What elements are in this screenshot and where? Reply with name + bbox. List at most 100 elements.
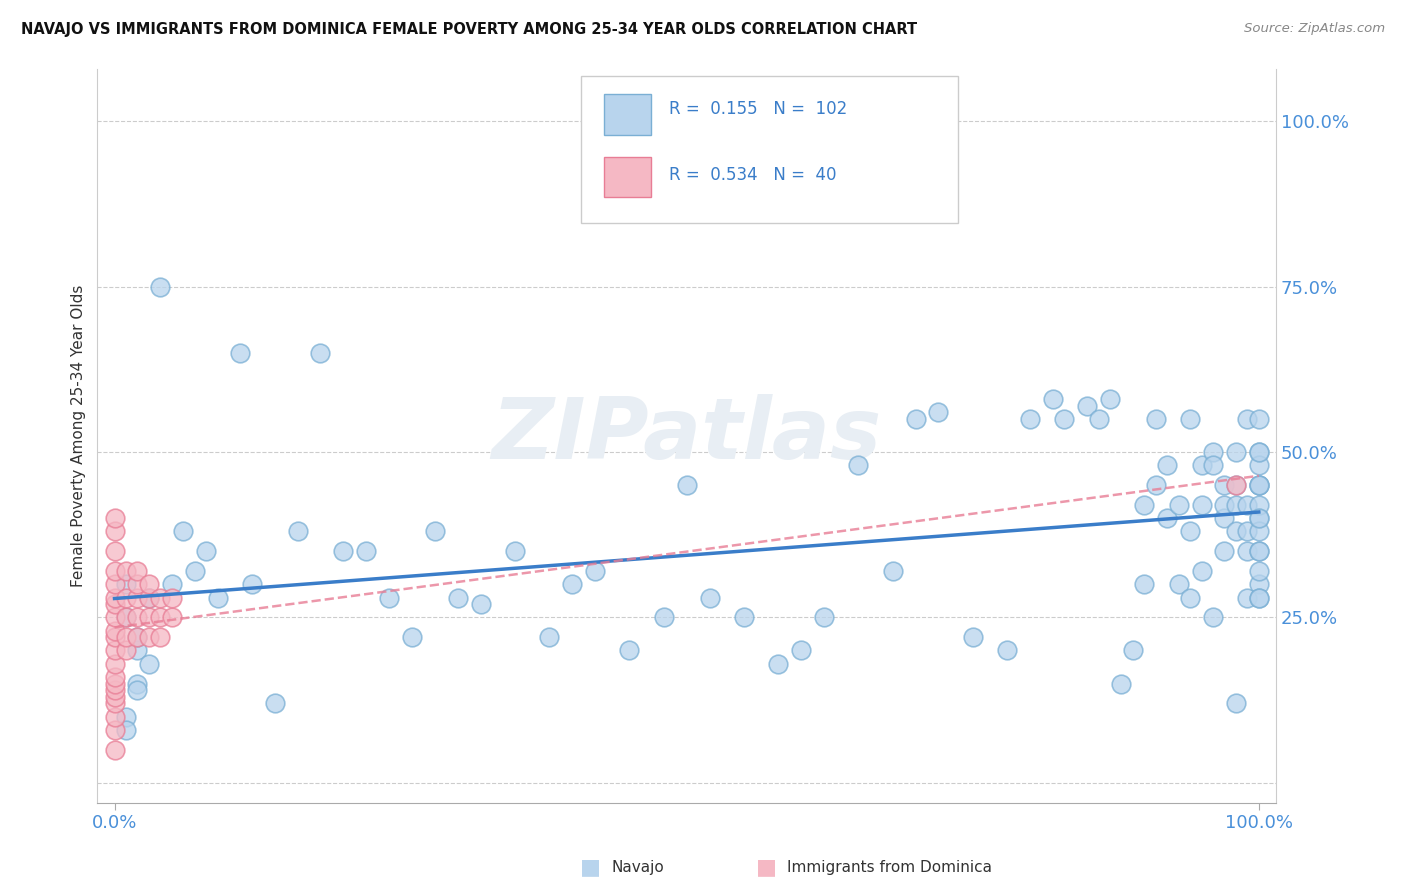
Point xyxy=(1225,478,1247,492)
Point xyxy=(652,610,675,624)
Point xyxy=(1087,412,1109,426)
Point xyxy=(813,610,835,624)
Point xyxy=(1053,412,1076,426)
Point xyxy=(103,657,125,671)
Point xyxy=(103,597,125,611)
Point xyxy=(1247,524,1270,539)
FancyBboxPatch shape xyxy=(605,95,651,135)
Point xyxy=(1133,577,1156,591)
Point xyxy=(160,577,183,591)
Point xyxy=(423,524,446,539)
Point xyxy=(207,591,229,605)
Point xyxy=(1191,498,1213,512)
Point xyxy=(138,630,160,644)
Point xyxy=(1202,445,1225,459)
Point xyxy=(103,697,125,711)
Point xyxy=(1122,643,1144,657)
Point xyxy=(309,346,332,360)
Text: R =  0.155   N =  102: R = 0.155 N = 102 xyxy=(669,100,848,118)
Point xyxy=(882,564,904,578)
Point xyxy=(103,709,125,723)
FancyBboxPatch shape xyxy=(605,157,651,197)
Point xyxy=(538,630,561,644)
Point xyxy=(1225,697,1247,711)
Point xyxy=(160,610,183,624)
Point xyxy=(149,591,172,605)
Point xyxy=(1133,498,1156,512)
Point xyxy=(127,683,149,698)
Point xyxy=(1213,544,1236,558)
Point xyxy=(149,610,172,624)
Point xyxy=(904,412,927,426)
Point xyxy=(1247,445,1270,459)
Point xyxy=(103,610,125,624)
Point xyxy=(103,643,125,657)
Point xyxy=(1144,412,1167,426)
Point xyxy=(790,643,813,657)
Point xyxy=(401,630,423,644)
Point xyxy=(103,591,125,605)
Point xyxy=(1156,511,1178,525)
Point xyxy=(1111,676,1133,690)
Point xyxy=(503,544,526,558)
Point xyxy=(962,630,984,644)
Point xyxy=(1247,591,1270,605)
Point xyxy=(127,564,149,578)
Point xyxy=(263,697,285,711)
Point xyxy=(115,630,138,644)
Point xyxy=(1247,577,1270,591)
Point xyxy=(766,657,789,671)
Point xyxy=(1247,412,1270,426)
Point xyxy=(127,676,149,690)
Point xyxy=(1144,478,1167,492)
Point xyxy=(1178,412,1201,426)
Point xyxy=(287,524,309,539)
Point xyxy=(1042,392,1064,407)
FancyBboxPatch shape xyxy=(581,76,957,223)
Point xyxy=(138,591,160,605)
Point xyxy=(1225,478,1247,492)
Point xyxy=(1236,498,1258,512)
Point xyxy=(1247,458,1270,473)
Point xyxy=(1167,498,1189,512)
Point xyxy=(138,577,160,591)
Point xyxy=(103,683,125,698)
Point xyxy=(1225,498,1247,512)
Point xyxy=(332,544,354,558)
Point xyxy=(1213,498,1236,512)
Point xyxy=(1076,399,1098,413)
Point xyxy=(675,478,697,492)
Point xyxy=(1191,458,1213,473)
Point xyxy=(619,643,641,657)
Point xyxy=(1202,458,1225,473)
Point xyxy=(1202,610,1225,624)
Point xyxy=(240,577,263,591)
Point xyxy=(149,279,172,293)
Point xyxy=(127,610,149,624)
Point xyxy=(138,591,160,605)
Point xyxy=(127,577,149,591)
Point xyxy=(103,624,125,638)
Point xyxy=(127,630,149,644)
Point xyxy=(103,723,125,737)
Text: R =  0.534   N =  40: R = 0.534 N = 40 xyxy=(669,166,837,184)
Point xyxy=(127,643,149,657)
Point xyxy=(195,544,218,558)
Point xyxy=(127,630,149,644)
Point xyxy=(149,630,172,644)
Point xyxy=(183,564,205,578)
Point xyxy=(138,657,160,671)
Point xyxy=(103,524,125,539)
Y-axis label: Female Poverty Among 25-34 Year Olds: Female Poverty Among 25-34 Year Olds xyxy=(72,285,86,587)
Point xyxy=(1236,524,1258,539)
Point xyxy=(1247,498,1270,512)
Point xyxy=(103,577,125,591)
Text: Immigrants from Dominica: Immigrants from Dominica xyxy=(787,860,993,874)
Text: Source: ZipAtlas.com: Source: ZipAtlas.com xyxy=(1244,22,1385,36)
Point xyxy=(115,610,138,624)
Point xyxy=(103,670,125,684)
Point xyxy=(1236,412,1258,426)
Point xyxy=(229,346,252,360)
Point xyxy=(583,564,606,578)
Point xyxy=(1225,445,1247,459)
